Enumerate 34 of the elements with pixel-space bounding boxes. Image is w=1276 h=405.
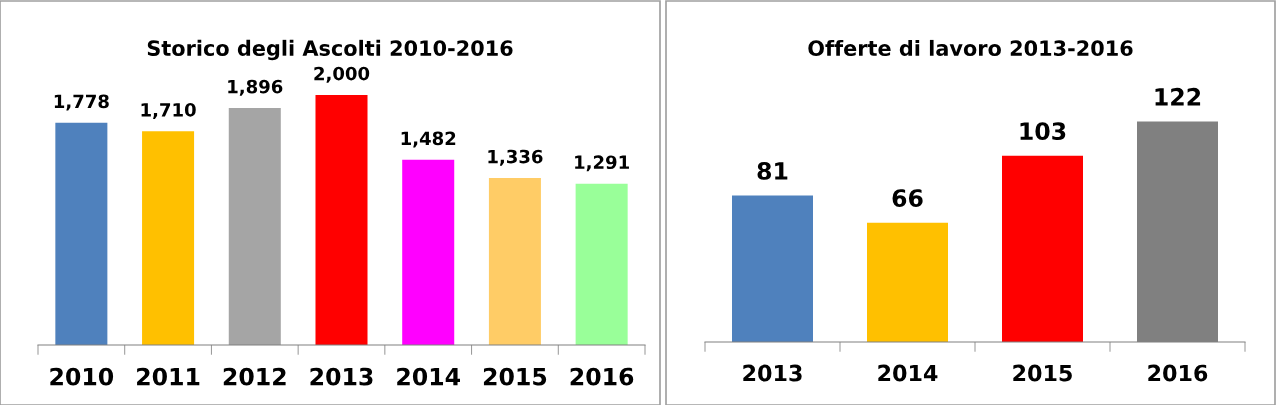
x-tick-label: 2012	[223, 367, 286, 386]
x-tick-label: 2016	[1148, 364, 1208, 382]
data-label: 81	[757, 162, 788, 180]
bar	[228, 108, 281, 345]
chart-title: Offerte di lavoro 2013-2016	[808, 39, 1133, 57]
x-tick-label: 2016	[570, 367, 634, 386]
data-label: 1,336	[488, 149, 543, 166]
data-label: 66	[892, 189, 923, 207]
data-label: 103	[1020, 122, 1066, 141]
data-label: 1,482	[401, 131, 456, 148]
bar	[732, 195, 813, 342]
data-label: 1,710	[141, 102, 196, 119]
x-tick-label: 2015	[483, 367, 547, 386]
x-tick-label: 2014	[878, 364, 938, 382]
data-label: 2,000	[314, 66, 370, 83]
data-label: 1,896	[228, 79, 283, 96]
data-label: 1,291	[575, 155, 629, 172]
bar	[1002, 155, 1083, 342]
chart-title: Storico degli Ascolti 2010-2016	[147, 39, 513, 61]
bar	[315, 95, 368, 345]
x-tick-label: 2013	[310, 367, 373, 386]
bar	[867, 222, 948, 342]
data-label: 122	[1155, 87, 1201, 106]
x-tick-label: 2015	[1013, 364, 1072, 382]
bar	[488, 178, 541, 345]
x-tick-label: 2014	[397, 367, 460, 386]
data-label: 1,778	[54, 94, 109, 111]
bar	[402, 159, 455, 345]
x-tick-label: 2010	[50, 367, 114, 386]
x-tick-label: 2013	[743, 364, 802, 382]
bar	[575, 183, 628, 345]
bar	[142, 131, 195, 345]
x-tick-label: 2011	[137, 367, 200, 386]
bar	[55, 122, 108, 345]
